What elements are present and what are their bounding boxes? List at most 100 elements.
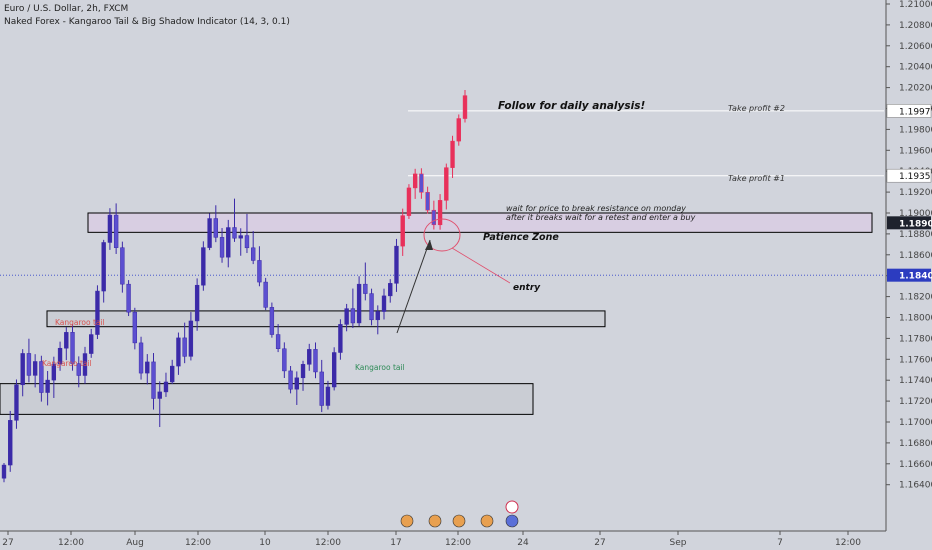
y-tick-label-22: 1.16600 bbox=[899, 460, 932, 470]
zone-1[interactable] bbox=[46, 310, 606, 328]
event-icon[interactable] bbox=[452, 514, 466, 528]
y-tick-label-23: 1.16400 bbox=[899, 481, 932, 491]
candle-body-31 bbox=[194, 284, 200, 322]
candle-body-12 bbox=[76, 363, 81, 376]
x-tick-label-6: 17 bbox=[390, 538, 401, 548]
price-label-box-2 bbox=[887, 216, 931, 230]
y-tick-label-4: 1.20200 bbox=[899, 84, 932, 94]
candle-body-39 bbox=[244, 235, 250, 249]
candle-body-30 bbox=[188, 320, 194, 357]
zone-2[interactable] bbox=[0, 383, 534, 415]
x-tick-label-12: 12:00 bbox=[835, 538, 861, 548]
y-tick-label-9: 1.19200 bbox=[899, 188, 932, 198]
y-tick-label-3: 1.20400 bbox=[899, 63, 932, 73]
y-tick-label-14: 1.18200 bbox=[899, 293, 932, 303]
plan-annotation-line-1: wait for price to break resistance on mo… bbox=[506, 204, 686, 213]
x-tick-label-11: 7 bbox=[777, 538, 783, 548]
candle-body-28 bbox=[176, 337, 181, 367]
candle-body-8 bbox=[51, 363, 57, 381]
horizontal-lines-layer bbox=[0, 110, 884, 276]
candle-body-50 bbox=[313, 349, 318, 373]
plan-annotation-line-2: after it breaks wait for a retest and en… bbox=[506, 213, 696, 222]
x-tick-label-8: 24 bbox=[517, 538, 529, 548]
x-tick-label-9: 27 bbox=[594, 538, 605, 548]
candle-body-2 bbox=[14, 384, 19, 421]
x-axis: 27 12:00 Aug 12:00 10 12:00 17 12:00 24 27 Sep 7 12:… bbox=[0, 530, 886, 550]
price-label-box-3 bbox=[887, 268, 931, 282]
y-tick-label-16: 1.17800 bbox=[899, 334, 932, 344]
candle-body-57 bbox=[356, 283, 362, 324]
candle-body-69 bbox=[431, 209, 437, 226]
chart-title: Euro / U.S. Dollar, 2h, FXCM bbox=[4, 4, 129, 14]
patience-zone-label: Patience Zone bbox=[483, 232, 559, 243]
y-tick-label-11: 1.18800 bbox=[899, 230, 932, 240]
kangaroo-tail-annotation-1: Kangaroo tail bbox=[55, 318, 105, 327]
candle-body-5 bbox=[32, 361, 38, 376]
retest-circle bbox=[423, 218, 461, 252]
candle-body-49 bbox=[307, 349, 312, 365]
y-tick-label-0: 1.21000 bbox=[899, 0, 932, 10]
candle-body-34 bbox=[213, 218, 218, 238]
price-label-1: 1.19357 bbox=[899, 172, 932, 182]
candle-body-64 bbox=[400, 215, 405, 247]
candle-body-60 bbox=[375, 311, 380, 321]
price-label-box-1 bbox=[886, 168, 932, 183]
take-profit-2-label: Take profit #2 bbox=[728, 104, 785, 113]
price-label-0: 1.19977 bbox=[899, 107, 932, 117]
candle-body-59 bbox=[369, 293, 374, 321]
candle-body-1 bbox=[8, 420, 13, 466]
candle-body-51 bbox=[319, 371, 324, 406]
candle-body-71 bbox=[444, 167, 449, 201]
follow-annotation: Follow for daily analysis! bbox=[498, 100, 645, 112]
candle-body-4 bbox=[26, 353, 32, 376]
candle-body-44 bbox=[275, 334, 281, 349]
candle-body-32 bbox=[201, 247, 206, 286]
candle-body-18 bbox=[113, 214, 119, 248]
y-tick-label-6: 1.19800 bbox=[899, 125, 932, 135]
candle-body-67 bbox=[419, 173, 424, 193]
x-tick-label-10: Sep bbox=[670, 538, 687, 548]
x-tick-label-0: 27 bbox=[2, 538, 13, 548]
candle-body-16 bbox=[101, 242, 106, 292]
candle-body-54 bbox=[338, 324, 343, 353]
y-tick-label-18: 1.17400 bbox=[899, 376, 932, 386]
indicator-label: Naked Forex - Kangaroo Tail & Big Shadow… bbox=[4, 17, 290, 27]
event-icon[interactable] bbox=[400, 514, 414, 528]
candle-body-22 bbox=[138, 342, 144, 374]
zone-0[interactable] bbox=[87, 212, 873, 233]
candle-body-40 bbox=[251, 247, 256, 261]
candles-layer bbox=[1, 90, 468, 483]
annotations-layer: Follow for daily analysis! Take profit #… bbox=[42, 100, 785, 372]
candle-body-0 bbox=[1, 464, 7, 479]
event-icon[interactable] bbox=[505, 500, 519, 514]
retest-arrow-head bbox=[425, 240, 433, 250]
candle-body-23 bbox=[145, 361, 150, 374]
candle-body-74 bbox=[462, 95, 468, 119]
x-tick-label-7: 12:00 bbox=[445, 538, 471, 548]
candle-body-72 bbox=[450, 140, 455, 168]
price-label-2: 1.18906 bbox=[899, 219, 932, 229]
event-icon[interactable] bbox=[505, 514, 519, 528]
candle-body-15 bbox=[95, 290, 100, 335]
y-tick-label-19: 1.17200 bbox=[899, 397, 932, 407]
events-layer bbox=[400, 500, 519, 528]
candle-body-11 bbox=[70, 332, 75, 364]
x-tick-label-3: 12:00 bbox=[185, 538, 211, 548]
candle-body-19 bbox=[120, 247, 125, 285]
event-icon[interactable] bbox=[428, 514, 442, 528]
candle-body-9 bbox=[57, 347, 63, 365]
candle-body-24 bbox=[151, 361, 156, 399]
y-tick-label-20: 1.17000 bbox=[899, 418, 932, 428]
event-icon[interactable] bbox=[480, 514, 494, 528]
y-tick-label-2: 1.20600 bbox=[899, 42, 932, 52]
entry-pointer-line bbox=[451, 247, 511, 284]
y-tick-label-12: 1.18600 bbox=[899, 251, 932, 261]
x-tick-label-2: Aug bbox=[126, 538, 144, 548]
price-label-box-0 bbox=[886, 104, 932, 118]
candle-body-48 bbox=[300, 364, 306, 379]
x-axis-background bbox=[0, 531, 886, 550]
candle-body-63 bbox=[394, 245, 399, 284]
candle-body-38 bbox=[238, 235, 243, 239]
